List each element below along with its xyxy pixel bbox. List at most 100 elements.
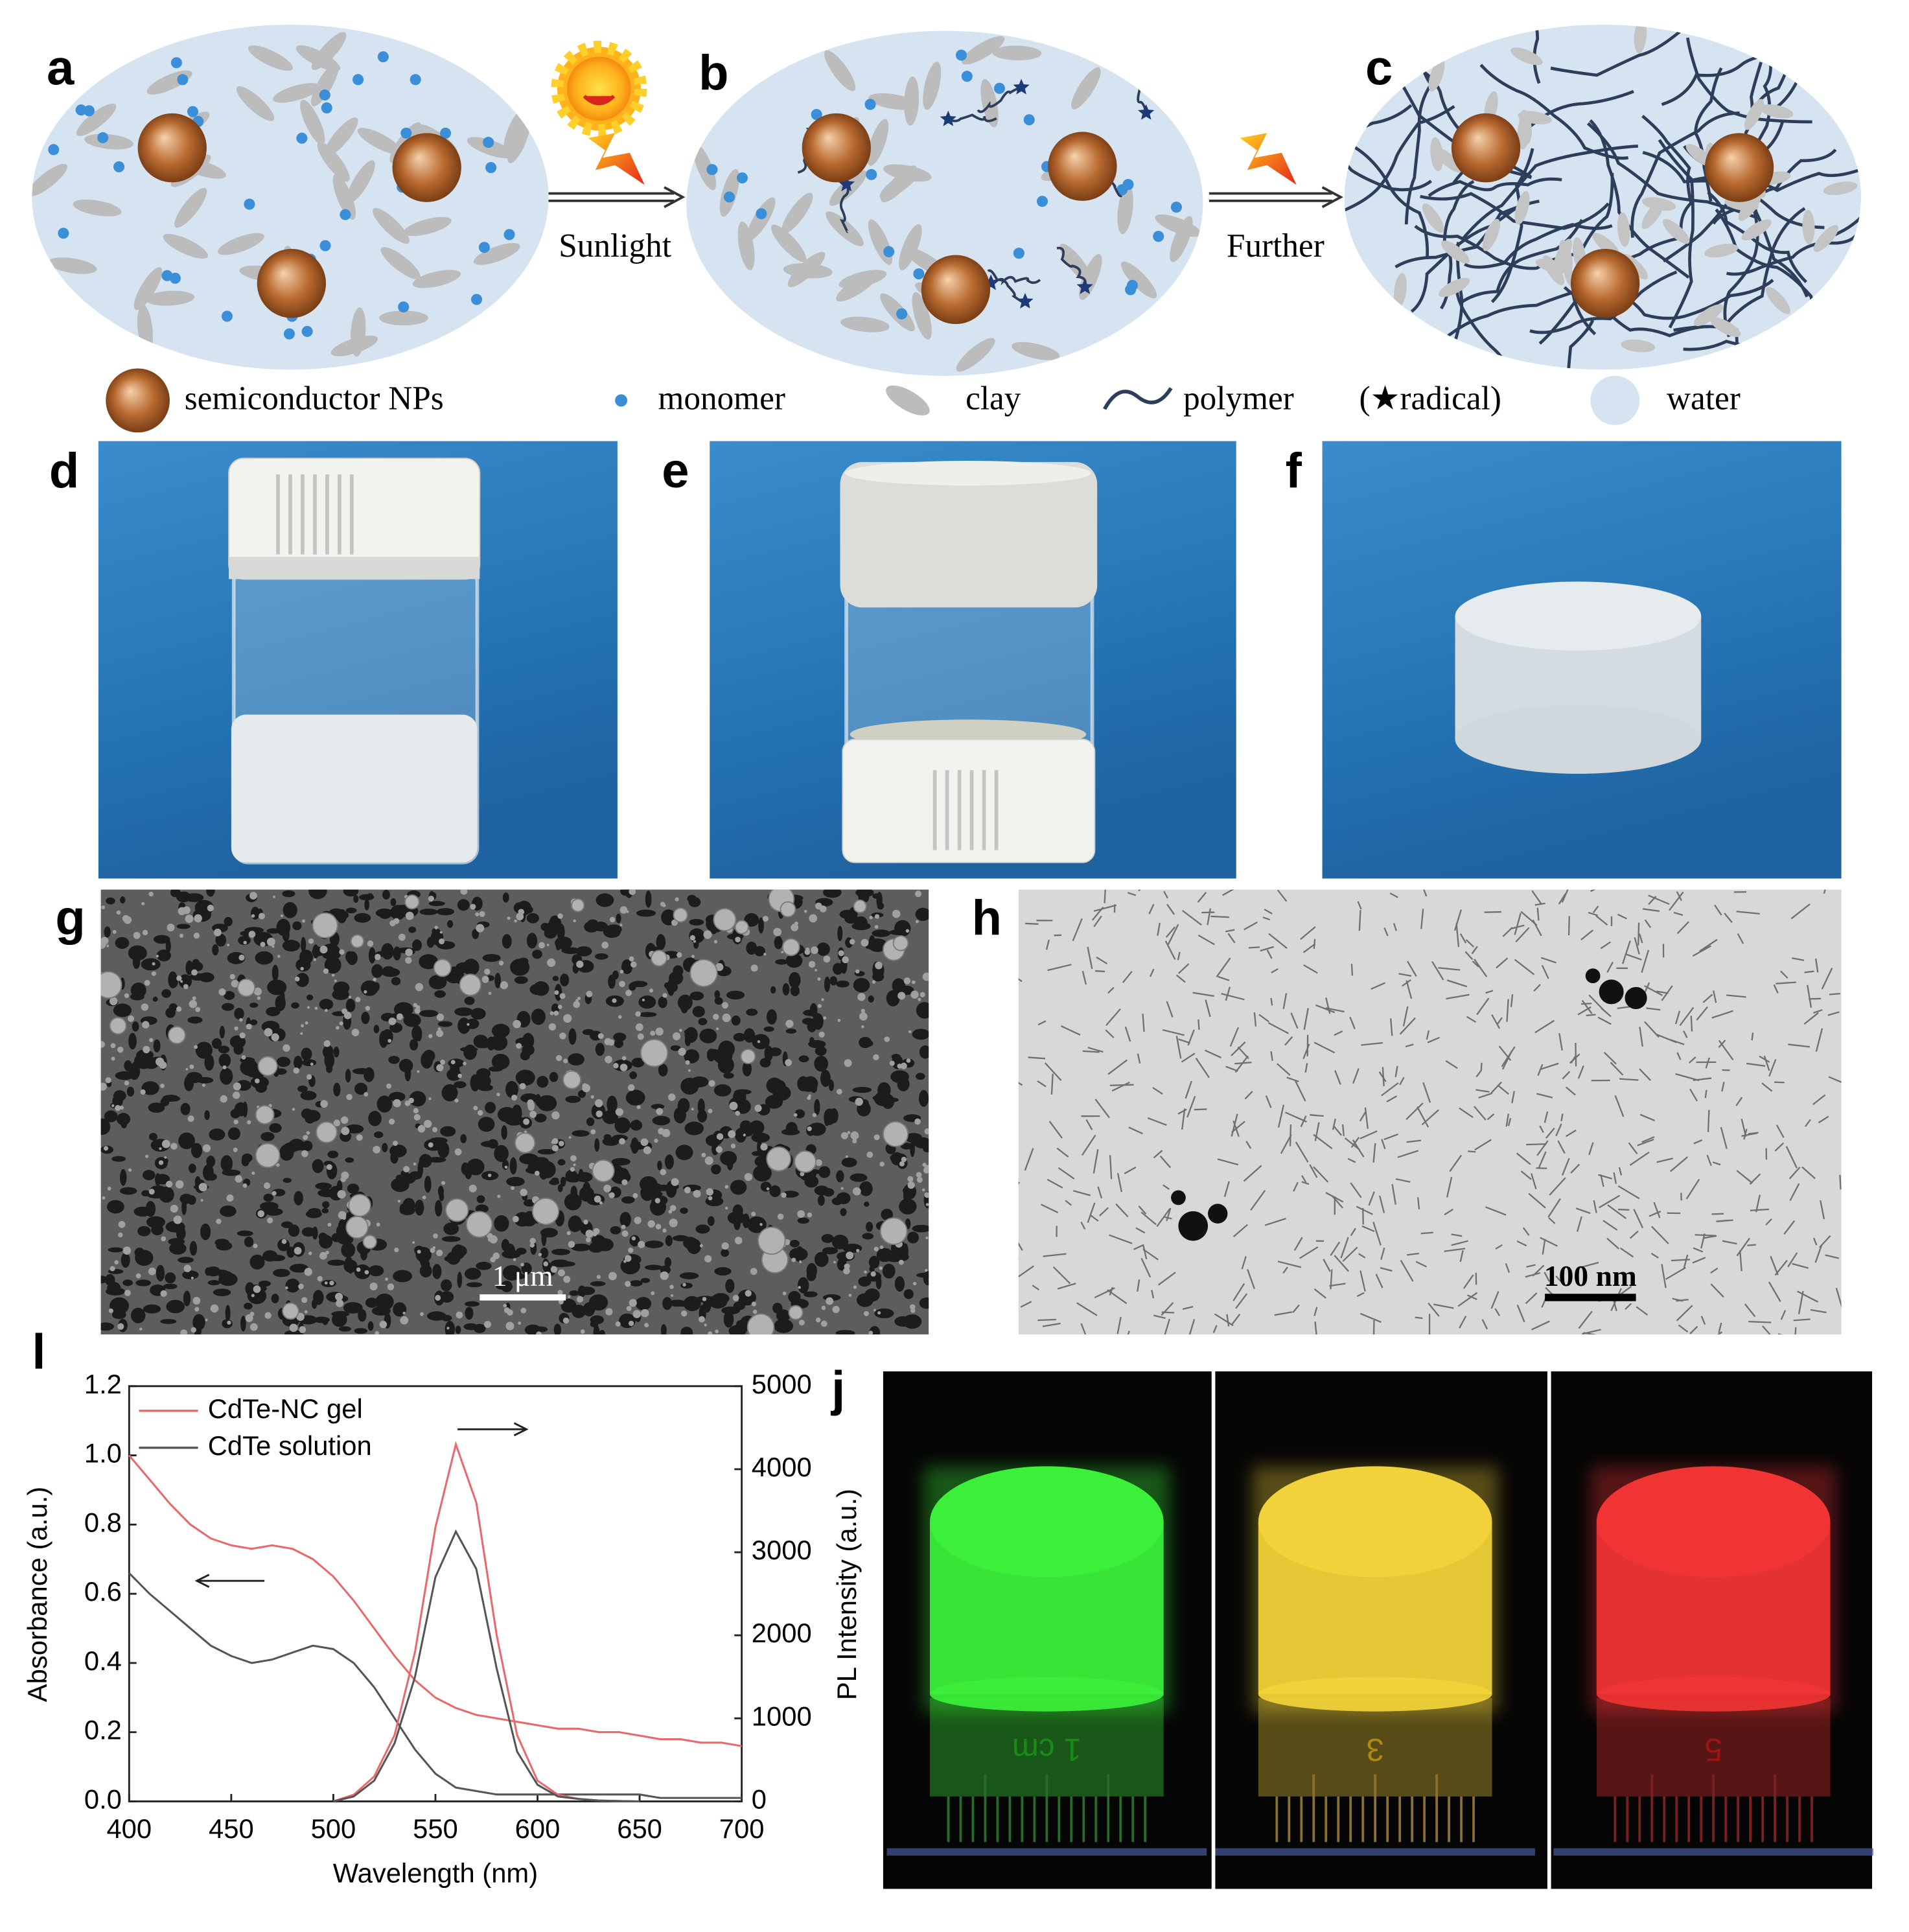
polymer-chain [1772, 25, 1861, 111]
fibre [817, 977, 821, 981]
pore [684, 1035, 691, 1047]
clay-sheet [1277, 1261, 1302, 1268]
clay-sheet [1109, 1084, 1134, 1086]
clay-sheet [1798, 1290, 1804, 1314]
fibre [706, 1188, 714, 1196]
pore [437, 1185, 445, 1198]
pore [132, 1021, 139, 1032]
pore [912, 1029, 929, 1040]
clay-sheet [1577, 1065, 1584, 1079]
pore [415, 1199, 424, 1216]
pore [494, 1215, 509, 1232]
clay-sheet [1593, 1200, 1597, 1213]
clay-sheet [1599, 1194, 1621, 1209]
pore [124, 1060, 132, 1071]
fibre [205, 1318, 208, 1321]
axis-arrow [194, 1574, 265, 1588]
clay-sheet [1356, 1205, 1373, 1215]
clay-sheet [1600, 941, 1611, 949]
pore [354, 1082, 368, 1095]
fibre [573, 1163, 576, 1167]
pore [466, 1282, 483, 1288]
clay-sheet [1510, 924, 1525, 930]
clay-sheet [1140, 1257, 1151, 1278]
fibre [559, 1141, 564, 1146]
pore [455, 1325, 461, 1334]
fibre [388, 1119, 395, 1125]
clay [1662, 218, 1690, 244]
pore [352, 1067, 371, 1075]
pore [185, 960, 193, 975]
pore [329, 908, 343, 916]
pore [345, 1069, 351, 1083]
clay-sheet [1637, 1138, 1654, 1146]
clay-sheet [1761, 1082, 1773, 1092]
fibre [915, 920, 919, 924]
pore [555, 938, 561, 951]
pore [272, 964, 279, 981]
pore [222, 1003, 235, 1011]
clay-sheet [1091, 906, 1104, 921]
pore [785, 1029, 797, 1034]
pore [564, 1193, 582, 1211]
fibre [100, 1082, 107, 1091]
clay-sheet [1525, 1292, 1538, 1305]
pore [143, 1304, 161, 1314]
panel-label: j [830, 1361, 845, 1416]
nanoparticle [137, 113, 207, 183]
clay-sheet [1024, 1148, 1034, 1171]
fibre [404, 1100, 411, 1106]
pore [798, 1055, 809, 1062]
pore [473, 1323, 486, 1333]
monomer [1036, 196, 1048, 207]
pore [128, 1032, 137, 1050]
fibre [921, 1188, 925, 1192]
pore [169, 974, 178, 988]
fibre [552, 1138, 559, 1145]
fibre [294, 976, 300, 982]
fibre [650, 1030, 656, 1036]
fibre [529, 1110, 537, 1118]
clay-sheet [1406, 980, 1413, 999]
clay-sheet [1164, 1318, 1170, 1334]
pore [840, 1208, 847, 1216]
pore [644, 1264, 663, 1270]
pore [537, 1148, 556, 1155]
fibre [925, 1236, 929, 1240]
fibre [797, 1210, 805, 1218]
clay-sheet [1558, 892, 1567, 905]
pore [565, 1170, 578, 1182]
sphere [345, 1215, 369, 1239]
pore [720, 1150, 737, 1166]
fibre [435, 1294, 441, 1301]
fibre [914, 1118, 921, 1125]
clay-sheet [1399, 1077, 1405, 1086]
fibre [585, 1229, 594, 1238]
fibre [568, 1135, 572, 1139]
clay-sheet [1076, 1302, 1098, 1316]
pore [463, 1044, 477, 1060]
clay-sheet [1225, 986, 1231, 1001]
clay-sheet [1383, 927, 1389, 937]
pore [625, 1089, 645, 1106]
pore [635, 1297, 652, 1310]
fibre [413, 1003, 418, 1008]
legend-monomer [615, 394, 628, 407]
legend-label: clay [966, 380, 1021, 417]
pore [610, 1226, 621, 1235]
clay-sheet [1472, 960, 1479, 968]
fibre [753, 965, 757, 969]
pore [354, 913, 371, 923]
pore [354, 1328, 367, 1334]
fibre [562, 1317, 570, 1324]
fibre [470, 903, 476, 910]
clay-sheet [1109, 1234, 1133, 1244]
clay [867, 119, 889, 166]
pore [752, 1165, 772, 1182]
clay [84, 134, 133, 150]
pore [319, 999, 334, 1010]
pore [301, 1108, 313, 1119]
fibre [233, 1147, 238, 1152]
clay-sheet [1138, 889, 1141, 892]
clay-sheet [1763, 1055, 1770, 1071]
